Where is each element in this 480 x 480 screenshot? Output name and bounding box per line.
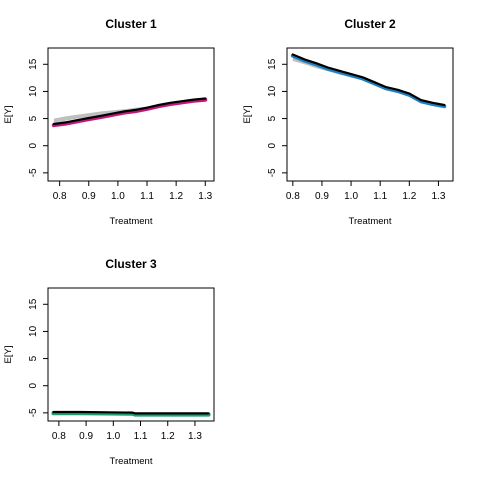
panel-1-x-axis-label: Treatment bbox=[110, 216, 153, 227]
panel-3-y-tick-label: -5 bbox=[28, 408, 39, 417]
panel-2-series-line bbox=[291, 53, 446, 107]
panel-3: Cluster 3 0.8 0.9 1.0 1.1 1.2 1.3 -5 0 5 10 15 Treat… bbox=[3, 257, 215, 467]
panel-2-x-tick-label: 1.3 bbox=[431, 191, 445, 202]
panel-1-y-tick-label: 10 bbox=[28, 85, 39, 97]
panel-3-y-tick-label: 15 bbox=[28, 298, 39, 310]
panel-1-y-tick-label: 15 bbox=[28, 58, 39, 70]
panel-1-plot-frame bbox=[47, 47, 215, 182]
panel-3-title: Cluster 3 bbox=[105, 257, 157, 271]
panel-1-y-axis-label: E[Y] bbox=[3, 106, 14, 124]
panel-3-x-axis-label: Treatment bbox=[110, 456, 153, 467]
panel-2-y-tick-label: 10 bbox=[267, 85, 278, 97]
panel-1-x-tick-label: 1.2 bbox=[169, 191, 183, 202]
panel-1-y-tick-label: -5 bbox=[28, 168, 39, 177]
panel-2-x-axis-label: Treatment bbox=[349, 216, 392, 227]
panel-1-x-tick-label: 0.8 bbox=[53, 191, 67, 202]
panel-2-y-tick-label: 0 bbox=[267, 142, 278, 148]
panel-3-x-tick-label: 1.3 bbox=[188, 431, 202, 442]
panel-3-y-tick-label: 0 bbox=[28, 382, 39, 388]
panel-1-x-tick-label: 0.9 bbox=[82, 191, 96, 202]
panel-2-y-tick-label: -5 bbox=[267, 168, 278, 177]
panel-2-x-tick-label: 1.1 bbox=[373, 191, 387, 202]
panel-1-title: Cluster 1 bbox=[105, 17, 157, 31]
panel-2-x-tick-label: 0.8 bbox=[286, 191, 300, 202]
panel-1-x-tick-label: 1.0 bbox=[111, 191, 125, 202]
panel-1: Cluster 1 0.8 0.9 1.0 1.1 1.2 1.3 -5 0 5 10 15 Treat… bbox=[3, 17, 215, 227]
panel-1-series-shadow-line bbox=[51, 97, 208, 128]
panel-2-x-tick-label: 0.9 bbox=[315, 191, 329, 202]
panel-2-title: Cluster 2 bbox=[344, 17, 396, 31]
panel-2-x-tick-label: 1.0 bbox=[344, 191, 358, 202]
panel-3-x-tick-label: 0.9 bbox=[79, 431, 93, 442]
panel-3-y-tick-label: 10 bbox=[28, 325, 39, 337]
panel-3-y-tick-label: 5 bbox=[28, 355, 39, 361]
panel-3-series-shadow-line bbox=[51, 411, 211, 417]
panel-1-y-tick-label: 5 bbox=[28, 115, 39, 121]
panel-3-x-tick-label: 0.8 bbox=[52, 431, 66, 442]
panel-1-x-tick-label: 1.1 bbox=[140, 191, 154, 202]
panel-2-y-axis-label: E[Y] bbox=[242, 106, 253, 124]
panel-1-y-tick-label: 0 bbox=[28, 142, 39, 148]
panel-3-y-axis-label: E[Y] bbox=[3, 346, 14, 364]
panel-3-x-tick-label: 1.0 bbox=[106, 431, 120, 442]
panel-2-y-tick-label: 15 bbox=[267, 58, 278, 70]
panel-3-x-tick-label: 1.1 bbox=[134, 431, 148, 442]
panel-2: Cluster 2 0.8 0.9 1.0 1.1 1.2 1.3 -5 0 5 10 15 Treat… bbox=[242, 17, 454, 227]
panel-2-y-tick-label: 5 bbox=[267, 115, 278, 121]
panel-1-x-tick-label: 1.3 bbox=[198, 191, 212, 202]
panel-3-plot-frame bbox=[47, 287, 215, 422]
panel-3-series-line bbox=[52, 410, 210, 415]
panel-3-x-tick-label: 1.2 bbox=[161, 431, 175, 442]
panel-1-series-line bbox=[52, 97, 207, 126]
panel-2-x-tick-label: 1.2 bbox=[402, 191, 416, 202]
panel-2-plot-frame bbox=[286, 47, 454, 182]
